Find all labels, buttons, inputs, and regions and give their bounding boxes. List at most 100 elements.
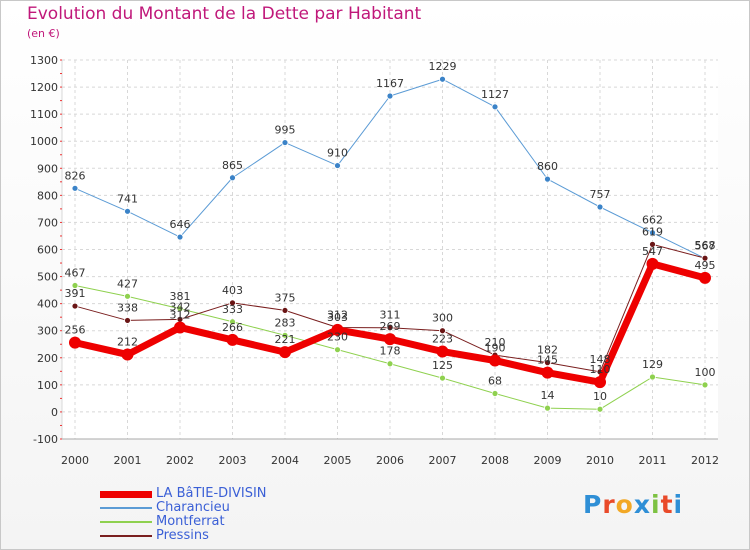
legend-swatch-pressins [100,535,152,537]
x-tick-label: 2002 [166,454,194,467]
y-tick-label: 1100 [30,108,58,121]
data-label: 1229 [429,60,457,73]
legend-label-labatie: LA BâTIE-DIVISIN [156,486,267,501]
data-point [646,257,659,270]
legend-swatch-charancieu [100,507,152,509]
data-point [229,174,236,182]
x-tick-label: 2010 [586,454,614,467]
data-label: 381 [170,290,191,303]
data-point [649,240,656,248]
data-point [176,305,184,313]
data-point [386,92,394,100]
data-point [544,404,551,412]
y-tick-label: 1300 [30,54,58,67]
y-tick-label: 1200 [30,81,58,94]
data-label: 100 [695,366,716,379]
data-label: 210 [485,336,506,349]
data-label: 860 [537,160,558,173]
data-label: 865 [222,159,243,172]
data-label: 1167 [376,77,404,90]
data-point [71,282,79,289]
data-point [334,346,341,354]
data-label: 269 [380,320,401,333]
data-point [491,390,499,397]
proxiti-logo: Proxiti [583,490,683,519]
data-point [596,405,604,413]
data-point [226,333,239,346]
data-label: 125 [432,359,453,372]
data-label: 427 [117,277,138,290]
data-point [279,346,291,359]
chart-title: Evolution du Montant de la Dette par Hab… [27,4,422,24]
data-point [71,184,79,192]
data-point [649,373,656,381]
data-label: 495 [695,259,716,272]
data-label: 266 [222,321,243,334]
legend: LA BâTIE-DIVISIN Charancieu Montferrat P… [100,487,267,543]
data-label: 182 [537,344,558,357]
y-tick-label: -100 [33,433,58,446]
data-point [386,360,394,368]
data-label: 145 [537,354,558,367]
y-tick-label: 100 [37,379,58,392]
data-label: 403 [222,284,243,297]
logo-letter: r [602,490,616,519]
data-point [331,323,344,336]
x-tick-label: 2009 [534,454,562,467]
legend-label-pressins: Pressins [156,528,209,543]
data-point [439,374,446,382]
logo-letter: t [660,490,674,519]
data-point [386,324,394,332]
data-label: 283 [275,316,296,329]
data-label: 256 [65,324,86,337]
data-label: 303 [327,311,348,324]
data-label: 311 [380,309,401,322]
data-label: 757 [590,188,611,201]
data-label: 14 [541,389,555,402]
y-unit-label: (en €) [27,27,60,40]
data-point [281,331,289,339]
logo-letter: x [633,490,651,519]
data-point [439,75,446,83]
data-label: 910 [327,147,348,160]
y-tick-label: 700 [37,216,58,229]
data-label: 129 [642,358,663,371]
logo-letter: o [615,490,634,519]
y-tick-label: 800 [37,189,58,202]
data-label: 995 [275,124,296,137]
data-label: 1127 [481,88,509,101]
y-tick-label: 0 [51,406,58,419]
data-label: 312 [327,308,348,321]
legend-swatch-montferrat [100,521,152,523]
legend-item-charancieu: Charancieu [100,501,267,515]
data-point [384,333,396,346]
data-label: 375 [275,291,296,304]
data-label: 467 [65,267,86,280]
data-label: 223 [432,333,453,346]
data-label: 312 [170,308,191,321]
data-label: 826 [65,169,86,182]
data-point [174,321,186,334]
y-tick-label: 600 [37,244,58,257]
y-tick-label: 300 [37,325,58,338]
x-tick-label: 2003 [219,454,247,467]
data-label: 110 [590,363,611,376]
y-tick-label: 200 [37,352,58,365]
x-tick-label: 2006 [376,454,404,467]
data-label: 68 [488,375,502,388]
data-label: 230 [327,331,348,344]
data-label: 300 [432,312,453,325]
data-point [436,345,449,358]
legend-swatch-labatie [100,490,152,498]
x-tick-label: 2004 [271,454,299,467]
legend-label-charancieu: Charancieu [156,500,230,515]
data-point [544,359,551,367]
data-label: 547 [642,245,663,258]
legend-item-montferrat: Montferrat [100,515,267,529]
data-point [594,376,606,389]
data-label: 338 [117,301,138,314]
data-point [69,336,81,349]
data-point [229,318,236,326]
logo-letter: P [583,490,603,519]
data-label: 568 [695,239,716,252]
